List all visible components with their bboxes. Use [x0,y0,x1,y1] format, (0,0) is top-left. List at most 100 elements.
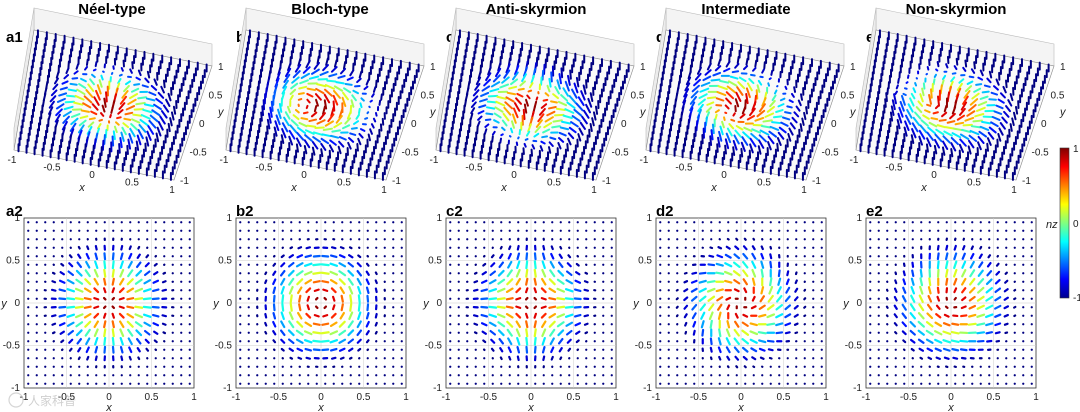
spin-arrow [540,312,547,319]
spin-arrow [93,96,100,106]
spin-arrow [103,312,107,319]
spin-arrow [472,89,480,97]
spin-arrow [778,126,787,134]
spin-arrow [733,279,741,285]
y-axis-label: y [849,107,857,119]
spin-arrow [769,277,773,287]
spin-arrow [323,305,328,310]
spin-arrow [313,131,324,136]
y-tick-label: -0.5 [425,341,443,352]
spin-arrow [342,91,349,101]
spin-arrow [53,77,59,85]
spin-arrow [927,356,933,360]
y-tick-label: -1 [392,176,401,187]
spin-arrow [725,346,731,354]
spin-arrow [694,72,702,81]
spin-arrow [935,313,942,319]
spin-arrow [715,288,724,293]
spin-arrow [480,313,489,318]
spin-arrow [784,304,792,311]
spin-arrow [734,312,739,319]
spin-arrow [93,305,100,309]
spin-arrow [735,125,744,131]
spin-arrow [66,288,76,293]
spin-arrow [134,305,144,309]
spin-arrow [994,304,1002,310]
spin-arrow [118,312,125,319]
y-tick-label: 0.5 [218,256,232,267]
spin-arrow [505,297,514,301]
spin-arrow [564,288,574,293]
spin-arrow [924,109,931,114]
spin-arrow [714,113,718,121]
spin-arrow [119,252,124,261]
spin-arrow [505,287,514,293]
spin-arrow [488,313,498,318]
spin-arrow [995,104,1004,110]
y-tick-label: -0.5 [215,341,233,352]
spin-arrow [145,97,156,102]
spin-arrow [533,252,537,261]
spin-arrow [525,336,529,346]
spin-arrow [303,139,311,149]
spin-arrow [544,92,550,97]
x-tick-label: 0.5 [547,178,561,189]
spin-arrow [934,347,942,352]
spin-arrow [963,90,971,99]
spin-arrow [280,254,285,259]
spin-arrow [50,288,57,292]
spin-arrow [68,347,73,352]
spin-arrow [942,322,951,327]
spin-arrow [153,78,158,86]
spin-arrow [100,74,104,81]
spin-arrow [135,101,146,106]
spin-arrow [498,337,505,345]
spin-arrow [510,120,515,129]
spin-arrow [144,77,150,84]
spin-arrow [298,294,302,303]
spin-arrow [302,111,309,115]
spin-arrow [759,295,765,303]
spin-arrow [500,133,504,137]
spin-arrow [533,328,537,338]
spin-arrow [995,262,1000,267]
spin-arrow [280,277,286,286]
spin-arrow [76,88,86,96]
spin-arrow [79,115,89,119]
spin-arrow [289,124,298,134]
spin-arrow [73,70,79,75]
spin-arrow [803,305,807,309]
spin-arrow [766,339,775,343]
spin-arrow [112,130,116,141]
spin-arrow [356,142,359,152]
spin-arrow [690,287,698,293]
spin-arrow [895,84,899,90]
spin-arrow [708,311,714,321]
x-axis-label: x [500,182,507,194]
spin-arrow [473,280,479,284]
spin-arrow [59,86,68,91]
spin-arrow [970,252,975,260]
watermark-logo [8,392,24,408]
spin-arrow [935,304,941,310]
spin-arrow [766,313,776,319]
spin-arrow [902,278,907,286]
spin-arrow [134,313,144,319]
x-tick-label: 0.5 [145,392,159,403]
spin-arrow [488,279,497,285]
spin-arrow [78,82,87,89]
spin-arrow [324,84,335,90]
spin-arrow [272,262,277,267]
spin-arrow [289,356,294,360]
spin-arrow [295,262,304,268]
spin-arrow [928,93,933,105]
spin-arrow [488,297,498,301]
spin-arrow [926,65,930,71]
spin-arrow [515,328,521,338]
spin-arrow [145,347,150,352]
spin-arrow [324,120,334,127]
spin-arrow [356,77,362,84]
spin-arrow [733,328,740,337]
